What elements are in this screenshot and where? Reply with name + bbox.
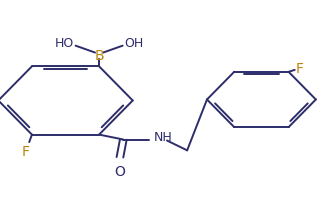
Text: B: B	[94, 48, 104, 62]
Text: F: F	[296, 62, 304, 76]
Text: NH: NH	[154, 131, 172, 144]
Text: OH: OH	[124, 37, 143, 50]
Text: O: O	[115, 164, 125, 178]
Text: HO: HO	[55, 37, 74, 50]
Text: F: F	[21, 145, 29, 159]
